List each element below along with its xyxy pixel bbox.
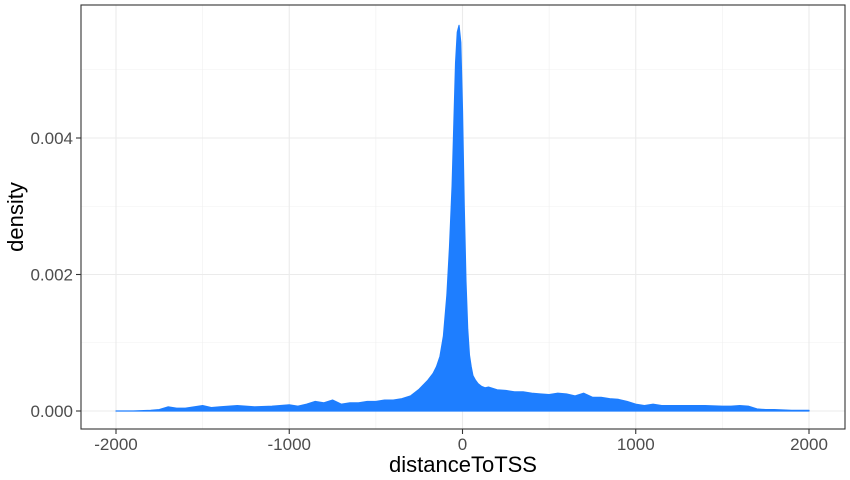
y-tick-label: 0.004 bbox=[30, 129, 73, 148]
y-axis: 0.000 0.002 0.004 bbox=[30, 129, 81, 421]
x-tick-label: 2000 bbox=[790, 435, 828, 454]
y-tick-label: 0.002 bbox=[30, 266, 73, 285]
x-axis: -2000 -1000 0 1000 2000 bbox=[94, 429, 828, 454]
x-tick-label: -1000 bbox=[268, 435, 311, 454]
y-tick-label: 0.000 bbox=[30, 402, 73, 421]
x-tick-label: -2000 bbox=[94, 435, 137, 454]
x-tick-label: 1000 bbox=[617, 435, 655, 454]
y-axis-title: density bbox=[3, 182, 28, 252]
x-tick-label: 0 bbox=[458, 435, 467, 454]
x-axis-title: distanceToTSS bbox=[389, 452, 537, 477]
density-area bbox=[115, 24, 810, 412]
